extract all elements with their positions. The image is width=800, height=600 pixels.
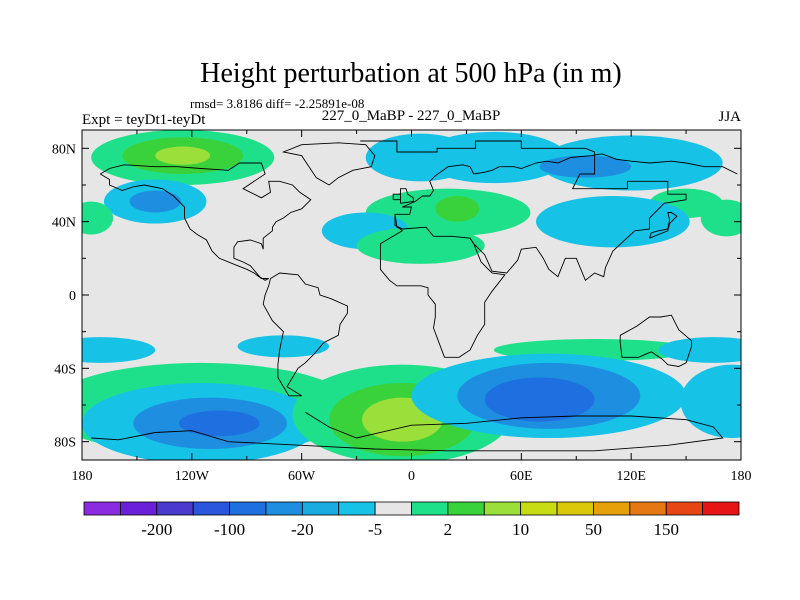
y-tick-label: 40S	[54, 362, 76, 377]
x-tick-label: 180	[731, 469, 752, 484]
y-tick-label: 0	[69, 289, 76, 304]
coastline	[360, 140, 738, 282]
coastline	[392, 193, 401, 201]
x-tick-label: 120E	[616, 469, 646, 484]
coastline	[281, 142, 376, 186]
x-axis: 180 120W 60W 0 60E 120E 180	[72, 130, 752, 484]
colorbar-label: 150	[653, 520, 679, 539]
colorbar-label: 2	[444, 520, 453, 539]
x-tick-label: 60W	[288, 469, 316, 484]
contour-region	[484, 377, 595, 422]
colorbar-box	[702, 501, 740, 516]
colorbar-box	[593, 501, 631, 516]
coastline	[262, 272, 348, 397]
coastline	[649, 212, 678, 239]
season-label: JJA	[718, 109, 741, 125]
contour-region	[680, 364, 741, 438]
contour-region	[129, 190, 181, 213]
contour-region	[658, 337, 741, 363]
colorbar-box	[374, 501, 412, 516]
colorbar-box	[83, 501, 121, 516]
colorbar-box	[520, 501, 558, 516]
colorbar-box	[556, 501, 594, 516]
colorbar-box	[411, 501, 449, 516]
contour-region	[237, 335, 330, 358]
contour-region	[356, 227, 485, 264]
colorbar-box	[301, 501, 340, 516]
contour-region	[700, 199, 741, 237]
stats-line: rmsd= 3.8186 diff= -2.25891e-08	[190, 96, 364, 111]
coastline	[91, 411, 724, 452]
coastlines	[91, 140, 738, 452]
colorbar-box	[447, 501, 485, 516]
contour-region	[179, 410, 260, 437]
colorbar-box	[229, 501, 267, 516]
colorbar-box	[265, 501, 303, 516]
contour-region	[420, 131, 568, 184]
x-tick-label: 120W	[175, 469, 210, 484]
colorbar-box	[665, 501, 704, 516]
contour-region	[82, 201, 114, 235]
contour-region	[155, 146, 211, 165]
colorbar-box	[156, 501, 194, 516]
contour-region	[435, 196, 480, 222]
colorbar-box	[338, 501, 376, 516]
coastline	[379, 214, 506, 358]
colorbar-box	[629, 501, 667, 516]
colorbar: -200 -100 -20 -5 2 10 50 150	[83, 501, 740, 539]
y-tick-label: 80S	[54, 436, 76, 451]
contour-fill	[82, 130, 741, 460]
y-tick-label: 80N	[52, 142, 76, 157]
colorbar-label: 50	[585, 520, 602, 539]
colorbar-label: -5	[368, 520, 382, 539]
coastline	[100, 162, 312, 281]
contour-region	[535, 196, 690, 248]
colorbar-box	[192, 501, 230, 516]
colorbar-label: -100	[214, 520, 245, 539]
colorbar-label: -20	[291, 520, 314, 539]
colorbar-label: 10	[512, 520, 529, 539]
x-tick-label: 180	[72, 469, 93, 484]
contour-region	[82, 337, 156, 363]
colorbar-box	[483, 501, 522, 516]
coastline	[619, 314, 693, 367]
colorbar-label: -200	[141, 520, 172, 539]
experiment-label: Expt = teyDt1-teyDt	[82, 112, 206, 128]
x-tick-label: 0	[408, 469, 415, 484]
x-tick-label: 60E	[510, 469, 533, 484]
y-tick-label: 40N	[52, 216, 76, 231]
case-label: 227_0_MaBP - 227_0_MaBP	[322, 108, 501, 124]
coastline	[400, 188, 414, 204]
y-axis: 80N 40N 0 40S 80S	[52, 142, 741, 451]
colorbar-box	[119, 501, 158, 516]
plot-area	[81, 129, 742, 461]
chart-title: Height perturbation at 500 hPa (in m)	[200, 58, 621, 89]
